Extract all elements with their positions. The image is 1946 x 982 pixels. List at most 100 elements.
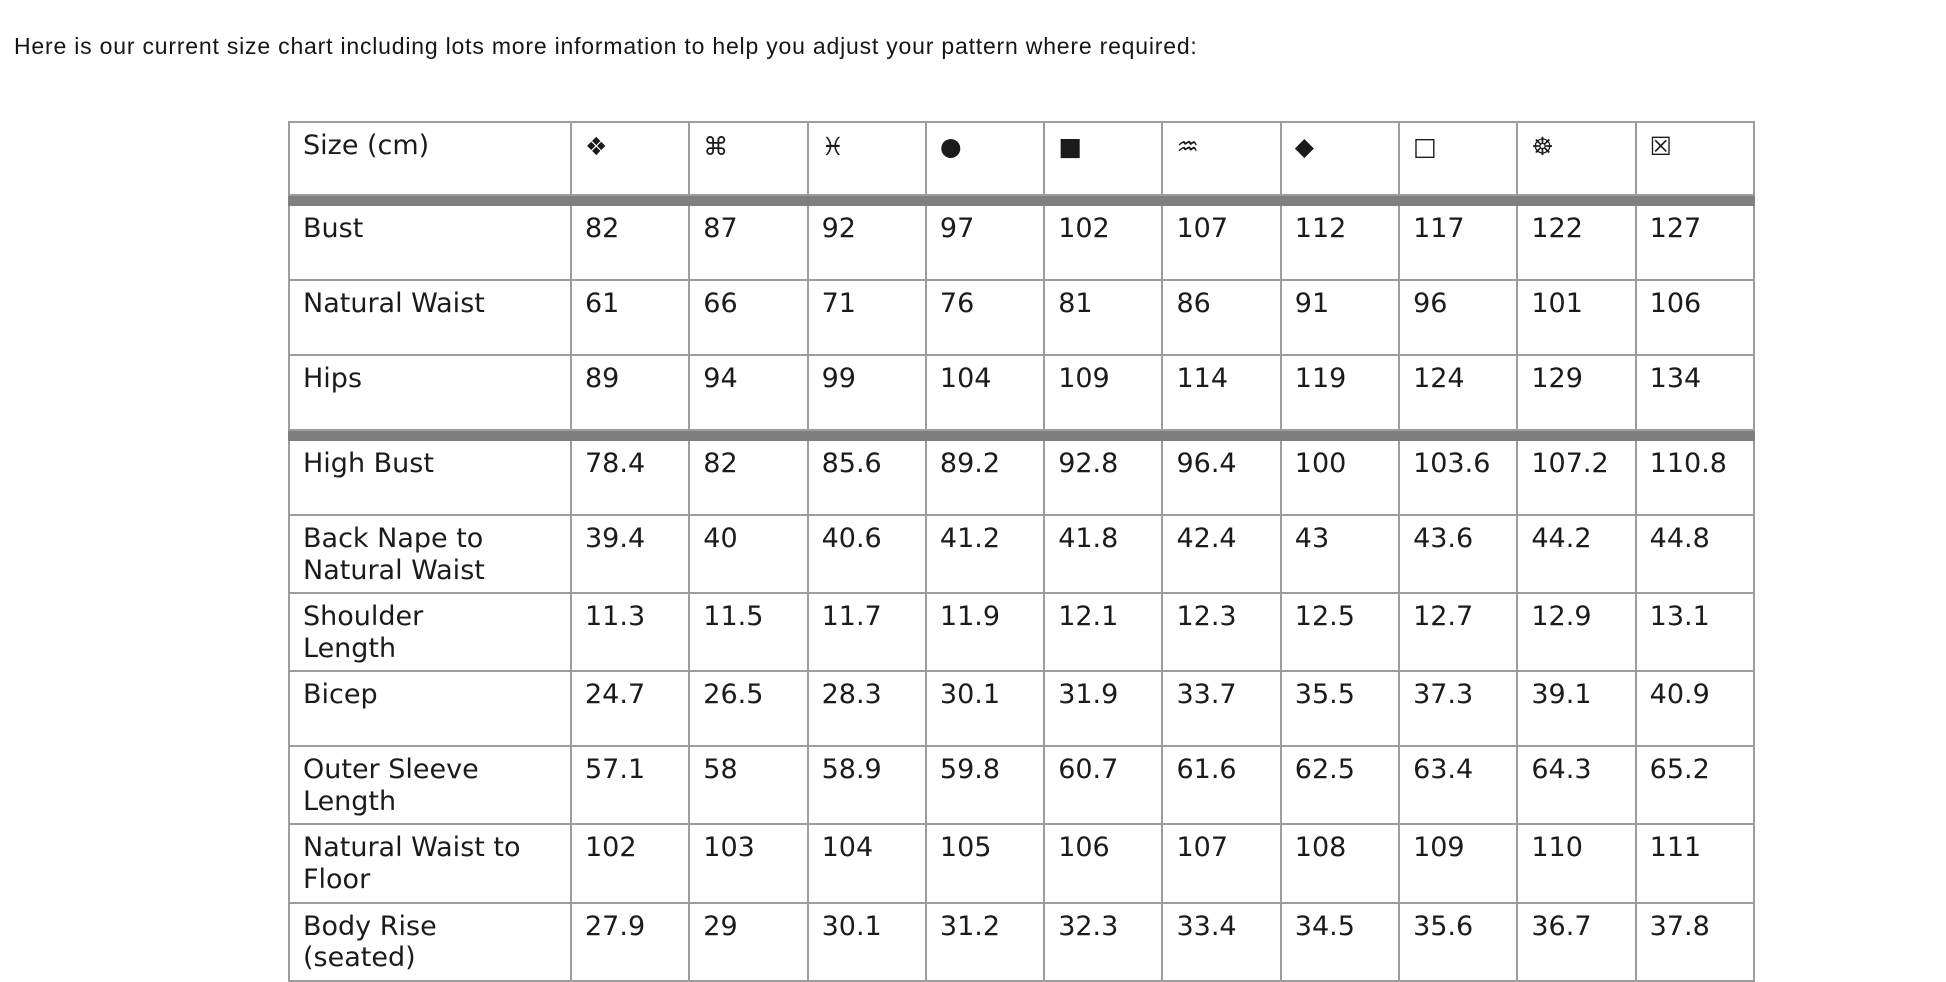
row-label-cell: Natural Waist to Floor <box>288 823 572 904</box>
wheel-icon: ☸ <box>1516 121 1637 196</box>
row-label-cell: Outer Sleeve Length <box>288 745 572 826</box>
value-cell: 85.6 <box>806 439 927 516</box>
value-cell: 117 <box>1398 204 1519 281</box>
value-cell: 43.6 <box>1398 513 1519 595</box>
value-cell: 111 <box>1634 823 1756 904</box>
value-cell: 104 <box>924 354 1046 431</box>
value-cell: 82 <box>569 204 691 281</box>
value-cell: 30.1 <box>806 901 927 982</box>
value-cell: 71 <box>806 279 927 356</box>
value-cell: 39.1 <box>1516 670 1637 748</box>
row-label-cell: Natural Waist <box>288 279 572 356</box>
value-cell: 39.4 <box>569 513 691 595</box>
value-cell: 105 <box>924 823 1046 904</box>
value-cell: 44.8 <box>1634 513 1756 595</box>
value-cell: 87 <box>688 204 809 281</box>
page-heading: Here is our current size chart including… <box>14 33 1198 59</box>
value-cell: 89.2 <box>924 439 1046 516</box>
value-cell: 107 <box>1161 823 1282 904</box>
value-cell: 41.8 <box>1043 513 1164 595</box>
value-cell: 61 <box>569 279 691 356</box>
value-cell: 26.5 <box>688 670 809 748</box>
value-cell: 107.2 <box>1516 439 1637 516</box>
value-cell: 134 <box>1634 354 1756 431</box>
table-row: High Bust 78.4 82 85.6 89.2 92.8 96.4 100 103.6 1… <box>288 439 1756 516</box>
value-cell: 82 <box>688 439 809 516</box>
value-cell: 12.5 <box>1279 592 1401 673</box>
value-cell: 96 <box>1398 279 1519 356</box>
thick-separator-bar <box>288 429 1755 441</box>
value-cell: 65.2 <box>1634 745 1756 826</box>
table-row: Outer Sleeve Length 57.1 58 58.9 59.8 60.7 61.… <box>288 745 1756 826</box>
size-table-header-row: Size (cm) ❖ ⌘ ♓ ● ■ ♒ ◆ □ ☸ ☒ <box>288 121 1756 196</box>
row-label-cell: Hips <box>288 354 572 431</box>
table-row: Body Rise (seated) 27.9 29 30.1 31.2 32.3 33.4… <box>288 901 1756 982</box>
thick-separator-row <box>288 194 1755 206</box>
value-cell: 62.5 <box>1279 745 1401 826</box>
value-cell: 34.5 <box>1279 901 1401 982</box>
value-cell: 108 <box>1279 823 1401 904</box>
value-cell: 92 <box>806 204 927 281</box>
value-cell: 89 <box>569 354 691 431</box>
table-row: Bicep 24.7 26.5 28.3 30.1 31.9 33.7 35.5 37.3 39.… <box>288 670 1756 748</box>
table-row: Back Nape to Natural Waist 39.4 40 40.6 41.2… <box>288 513 1756 595</box>
value-cell: 102 <box>1043 204 1164 281</box>
black-circle-icon: ● <box>924 121 1046 196</box>
value-cell: 101 <box>1516 279 1637 356</box>
value-cell: 124 <box>1398 354 1519 431</box>
value-cell: 100 <box>1279 439 1401 516</box>
value-cell: 40 <box>688 513 809 595</box>
value-cell: 107 <box>1161 204 1282 281</box>
boxed-x-icon: ☒ <box>1634 121 1756 196</box>
value-cell: 11.5 <box>688 592 809 673</box>
thick-separator-bar <box>288 194 1755 206</box>
value-cell: 122 <box>1516 204 1637 281</box>
value-cell: 33.7 <box>1161 670 1282 748</box>
value-cell: 41.2 <box>924 513 1046 595</box>
value-cell: 11.3 <box>569 592 691 673</box>
value-cell: 61.6 <box>1161 745 1282 826</box>
value-cell: 31.9 <box>1043 670 1164 748</box>
value-cell: 11.7 <box>806 592 927 673</box>
value-cell: 59.8 <box>924 745 1046 826</box>
value-cell: 112 <box>1279 204 1401 281</box>
value-cell: 106 <box>1634 279 1756 356</box>
value-cell: 32.3 <box>1043 901 1164 982</box>
value-cell: 119 <box>1279 354 1401 431</box>
value-cell: 102 <box>569 823 691 904</box>
value-cell: 24.7 <box>569 670 691 748</box>
value-cell: 81 <box>1043 279 1164 356</box>
value-cell: 37.3 <box>1398 670 1519 748</box>
value-cell: 63.4 <box>1398 745 1519 826</box>
pisces-sign-icon: ♓ <box>806 121 927 196</box>
size-table: Size (cm) ❖ ⌘ ♓ ● ■ ♒ ◆ □ ☸ ☒ Bust 82 87 92 97 102 107 112… <box>288 121 1756 982</box>
value-cell: 106 <box>1043 823 1164 904</box>
row-label-cell: High Bust <box>288 439 572 516</box>
value-cell: 103.6 <box>1398 439 1519 516</box>
value-cell: 36.7 <box>1516 901 1637 982</box>
four-diamonds-icon: ❖ <box>569 121 691 196</box>
size-table-body: Size (cm) ❖ ⌘ ♓ ● ■ ♒ ◆ □ ☸ ☒ Bust 82 87 92 97 102 107 112… <box>288 121 1756 982</box>
value-cell: 64.3 <box>1516 745 1637 826</box>
value-cell: 12.7 <box>1398 592 1519 673</box>
row-label-cell: Back Nape to Natural Waist <box>288 513 572 595</box>
table-row: Bust 82 87 92 97 102 107 112 117 122 127 <box>288 204 1756 281</box>
value-cell: 12.9 <box>1516 592 1637 673</box>
row-label-cell: Bust <box>288 204 572 281</box>
value-cell: 27.9 <box>569 901 691 982</box>
value-cell: 35.5 <box>1279 670 1401 748</box>
value-cell: 35.6 <box>1398 901 1519 982</box>
size-chart-table-container: Size (cm) ❖ ⌘ ♓ ● ■ ♒ ◆ □ ☸ ☒ Bust 82 87 92 97 102 107 112… <box>288 121 1756 982</box>
value-cell: 96.4 <box>1161 439 1282 516</box>
value-cell: 91 <box>1279 279 1401 356</box>
table-row: Hips 89 94 99 104 109 114 119 124 129 134 <box>288 354 1756 431</box>
value-cell: 60.7 <box>1043 745 1164 826</box>
value-cell: 104 <box>806 823 927 904</box>
row-label-cell: Shoulder Length <box>288 592 572 673</box>
value-cell: 103 <box>688 823 809 904</box>
value-cell: 40.6 <box>806 513 927 595</box>
table-row: Natural Waist to Floor 102 103 104 105 106 107… <box>288 823 1756 904</box>
value-cell: 37.8 <box>1634 901 1756 982</box>
black-diamond-icon: ◆ <box>1279 121 1401 196</box>
value-cell: 86 <box>1161 279 1282 356</box>
